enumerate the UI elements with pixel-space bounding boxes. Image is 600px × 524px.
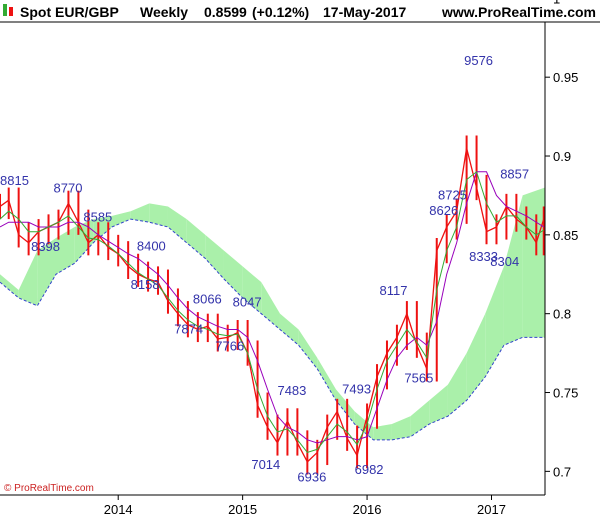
annotation-label: 8304 — [490, 254, 519, 269]
header-last: 0.8599 — [204, 4, 247, 20]
cloud-segment — [335, 389, 355, 425]
ichimoku-cloud-layer — [0, 187, 545, 440]
annotation-label: 8398 — [31, 239, 60, 254]
cloud-segment — [186, 219, 206, 259]
header-change: (+0.12%) — [252, 4, 309, 20]
y-axis: 0.7 0.75 0.8 0.85 0.9 0.95 1 — [545, 0, 578, 479]
x-axis: 2014 2015 2016 2017 — [104, 495, 506, 517]
annotation-label: 6936 — [297, 469, 326, 484]
annotation-label: 8725 — [438, 187, 467, 202]
cloud-segment — [167, 206, 187, 243]
annotation-label: 7493 — [342, 382, 371, 397]
y-tick-label: 0.9 — [553, 149, 571, 164]
annotation-label: 7766 — [215, 339, 244, 354]
cloud-segment — [466, 313, 486, 401]
annotation-label: 7483 — [277, 383, 306, 398]
x-tick-label: 2016 — [353, 502, 382, 517]
annotation-label: 8047 — [233, 294, 262, 309]
cloud-segment — [18, 250, 38, 306]
y-tick-label: 0.75 — [553, 386, 578, 401]
annotation-label: 8585 — [83, 209, 112, 224]
cloud-segment — [447, 353, 467, 417]
cloud-segment — [317, 357, 336, 401]
header-date: 17-May-2017 — [323, 4, 406, 20]
span-lines-layer — [0, 218, 545, 441]
cloud-segment — [37, 238, 56, 306]
cloud-segment — [485, 266, 504, 377]
cloud-segment — [261, 282, 280, 330]
cloud-segment — [391, 416, 411, 440]
y-tick-label: 0.95 — [553, 70, 578, 85]
annotation-label: 8857 — [500, 167, 529, 182]
annotation-label: 8117 — [380, 283, 408, 298]
header-icon — [3, 4, 7, 16]
x-tick-label: 2015 — [228, 502, 257, 517]
annotation-label: 7874 — [174, 322, 203, 337]
cloud-segment — [410, 400, 430, 437]
annotation-label: 8770 — [54, 180, 83, 195]
annotation-label: 8626 — [429, 203, 458, 218]
cloud-segment — [205, 234, 224, 279]
header-instrument: Spot EUR/GBP — [20, 4, 119, 20]
cloud-segment — [279, 313, 299, 346]
cloud-segment — [298, 329, 318, 369]
cloud-segment — [223, 250, 243, 298]
x-tick-label: 2014 — [104, 502, 133, 517]
copyright: © ProRealTime.com — [4, 483, 94, 494]
y-tick-label: 0.7 — [553, 464, 571, 479]
y-tick-label: 1 — [553, 0, 560, 6]
annotation-label: 6982 — [355, 462, 384, 477]
annotation-label: 8066 — [193, 291, 222, 306]
cloud-segment — [111, 211, 131, 227]
header-icon-2 — [9, 7, 13, 16]
cloud-segment — [130, 203, 150, 223]
span-b-line — [0, 218, 545, 441]
cloud-segment — [522, 187, 545, 338]
annotation-label: 9576 — [464, 53, 493, 68]
cloud-segment — [0, 274, 19, 298]
annotation-label: 8333 — [469, 249, 498, 264]
cloud-segment — [149, 203, 168, 227]
header: Spot EUR/GBP Weekly 0.8599 (+0.12%) 17-M… — [3, 4, 596, 20]
annotation-label: 8815 — [0, 173, 29, 188]
header-site[interactable]: www.ProRealTime.com — [441, 4, 596, 20]
kijun-line — [0, 171, 545, 444]
y-tick-label: 0.85 — [553, 228, 578, 243]
indicator-lines-layer — [0, 170, 545, 454]
annotation-label: 8158 — [131, 277, 160, 292]
annotation-label: 7565 — [404, 370, 433, 385]
cloud-segment — [242, 266, 262, 314]
tenkan-line — [0, 170, 545, 454]
header-period: Weekly — [140, 4, 188, 20]
cloud-segment — [429, 384, 448, 425]
y-tick-label: 0.8 — [553, 307, 571, 322]
x-tick-label: 2017 — [477, 502, 506, 517]
price-line — [0, 147, 545, 463]
cloud-segment — [55, 226, 75, 275]
annotation-label: 8400 — [137, 239, 166, 254]
cloud-segment — [503, 195, 523, 346]
annotation-label: 7014 — [251, 457, 280, 472]
